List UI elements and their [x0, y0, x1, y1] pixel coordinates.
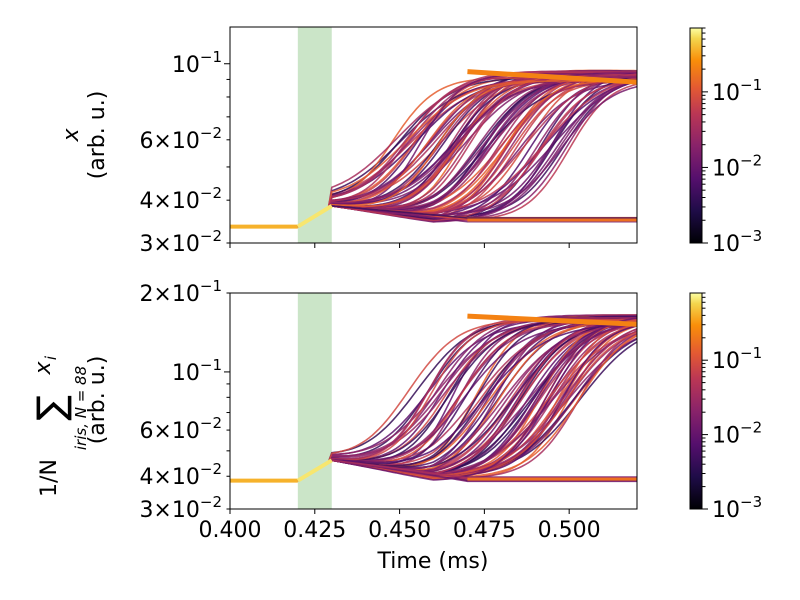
bottom-high-branch-band	[467, 313, 637, 327]
top-panel: 10−16×10−24×10−23×10−2 x (arb. u.) 10−11…	[59, 26, 762, 257]
bottom-colorbar-ticks: 10−1 10−2 10−3	[702, 292, 762, 523]
top-x-ticks	[229, 243, 570, 248]
xtick-label: 0.475	[453, 518, 516, 543]
top-ramp-band	[296, 204, 333, 229]
top-ylabel: x (arb. u.)	[59, 91, 110, 180]
top-ytick-label: 6×10−2	[139, 124, 222, 154]
bottom-ylabel-term: x	[31, 361, 56, 376]
bottom-ramp-band	[296, 458, 333, 483]
xtick-label: 0.500	[538, 518, 601, 543]
bottom-shaded-interval	[297, 293, 332, 509]
bottom-y-ticks: 10−1 2×10−1 6×10−2 4×10−23×10−2	[139, 277, 230, 523]
bottom-ytick-label: 3×10−2	[139, 493, 222, 523]
bottom-axes-frame	[229, 292, 638, 510]
top-colorbar-ticks: 10−1 10−2 10−3	[702, 27, 762, 257]
top-axes-frame	[229, 26, 638, 244]
bottom-panel: 10−12×10−16×10−24×10−23×10−2 0.400 0.425 0…	[29, 277, 762, 574]
top-heatmap	[230, 69, 637, 229]
top-ylabel-unit: (arb. u.)	[85, 91, 110, 180]
bottom-ytick-label: 4×10−2	[139, 460, 222, 490]
bottom-ylabel-unit: (arb. u.)	[85, 356, 110, 445]
bottom-x-ticks: 0.400 0.425 0.450 0.475 0.500	[199, 509, 601, 543]
top-ytick-label: 10−1	[172, 48, 222, 78]
top-ytick-label: 4×10−2	[139, 184, 222, 214]
bottom-colorbar	[689, 292, 703, 510]
top-colorbar-tick-label: 10−3	[712, 227, 762, 257]
xtick-label: 0.400	[199, 518, 262, 543]
x-axis-title: Time (ms)	[377, 549, 489, 574]
bottom-ytick-label: 10−1	[172, 356, 222, 386]
top-colorbar-tick-label: 10−1	[712, 76, 762, 106]
bottom-ylabel: 1/N ∑ iris, N = 88 x i (arb. u.)	[29, 355, 110, 497]
xtick-label: 0.425	[283, 518, 346, 543]
bottom-ylabel-index: iris, N = 88	[72, 366, 90, 450]
bottom-colorbar-tick-label: 10−3	[712, 493, 762, 523]
bottom-colorbar-tick-label: 10−1	[712, 344, 762, 374]
bottom-ylabel-sum: ∑	[29, 395, 73, 421]
bottom-heatmap	[230, 313, 637, 483]
bottom-ytick-label: 6×10−2	[139, 414, 222, 444]
top-colorbar-tick-label: 10−2	[712, 151, 762, 181]
xtick-label: 0.450	[368, 518, 431, 543]
top-ylabel-symbol: x	[59, 128, 84, 143]
top-colorbar	[689, 27, 703, 244]
bottom-ytick-label: 2×10−1	[139, 277, 222, 307]
top-y-ticks: 10−1 6×10−2 4×10−2 3×10−2	[139, 48, 230, 257]
bottom-colorbar-tick-label: 10−2	[712, 419, 762, 449]
top-high-branch-band	[467, 69, 637, 85]
top-ytick-label: 3×10−2	[139, 227, 222, 257]
bottom-ylabel-prefix: 1/N	[37, 459, 62, 497]
bottom-ylabel-term-sub: i	[42, 355, 60, 360]
